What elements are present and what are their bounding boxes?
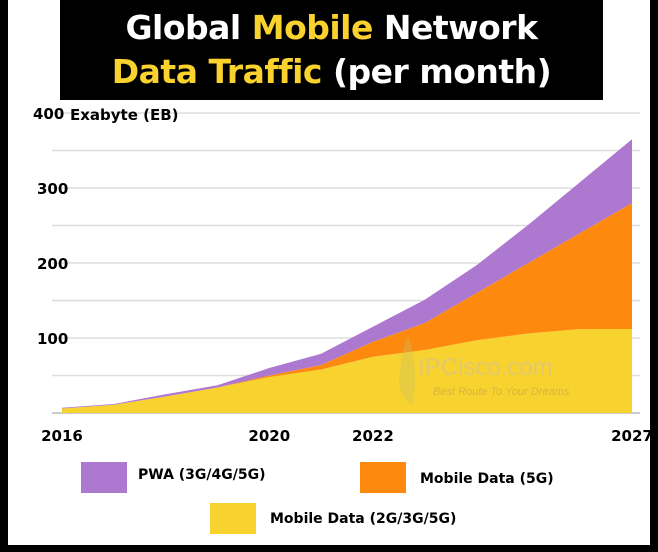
title-line-2: Data Traffic (per month): [60, 52, 603, 91]
watermark-slogan: Best Route To Your Dreams: [433, 386, 570, 398]
y-axis-label: Exabyte (EB): [70, 106, 179, 124]
y-tick-label: 100: [37, 330, 68, 348]
title-text: (per month): [321, 52, 552, 91]
title-highlight: Mobile: [251, 8, 374, 47]
legend-swatch-5g: [360, 462, 406, 493]
x-tick-label: 2020: [248, 427, 290, 445]
x-ticks: 2016 2020 2022 2027: [41, 427, 653, 445]
title-line-1: Global Mobile Network: [60, 8, 603, 47]
areas: [62, 139, 632, 413]
y-tick-label: 300: [37, 180, 68, 198]
legend-label-pwa: PWA (3G/4G/5G): [138, 467, 266, 483]
legend-swatch-pwa: [81, 462, 127, 493]
y-tick-label: 400: [33, 105, 64, 123]
x-tick-label: 2016: [41, 427, 83, 445]
legend-label-2g3g5g: Mobile Data (2G/3G/5G): [270, 511, 457, 527]
title-text: Network: [372, 8, 538, 47]
area-series-1: [62, 203, 632, 409]
legend-swatch-2g3g5g: [210, 503, 256, 534]
y-ticks: 100 200 300 400: [33, 105, 68, 348]
legend-label-5g: Mobile Data (5G): [420, 471, 554, 487]
x-tick-label: 2027: [611, 427, 653, 445]
x-tick-label: 2022: [352, 427, 394, 445]
title-text: Global: [125, 8, 252, 47]
y-tick-label: 200: [37, 255, 68, 273]
sail-logo-icon: [399, 335, 416, 405]
area-series-0: [62, 329, 632, 413]
title-banner: Global Mobile Network Data Traffic (per …: [60, 0, 603, 100]
watermark-brand: IPCisco.com: [418, 354, 553, 381]
title-highlight: Data Traffic: [111, 52, 323, 91]
watermark: IPCisco.com Best Route To Your Dreams: [399, 335, 570, 405]
